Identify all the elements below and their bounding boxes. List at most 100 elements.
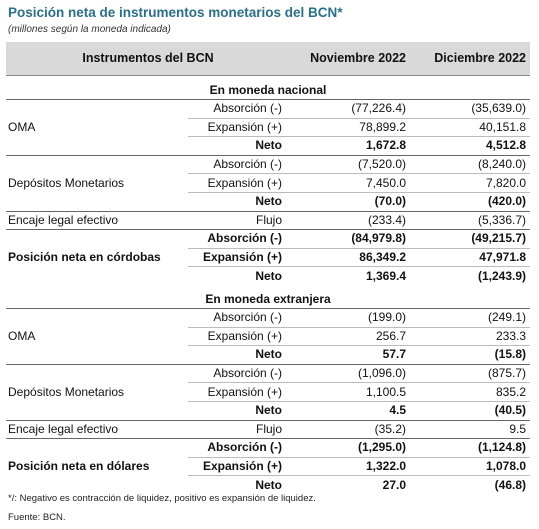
value-cell: 9.5: [410, 419, 531, 439]
value-cell: 256.7: [290, 326, 411, 346]
value-cell: 4,512.8: [410, 136, 531, 156]
value-cell: (1,243.9): [410, 266, 531, 285]
row-label: Expansión (+): [188, 326, 291, 346]
row-label: Expansión (+): [188, 247, 291, 267]
footnotes: */: Negativo es contracción de liquidez,…: [8, 489, 316, 527]
table-row: Neto 27.0 (46.8): [6, 475, 531, 494]
table-row: Neto (70.0) (420.0): [6, 191, 531, 212]
table: Instrumentos del BCN Noviembre 2022 Diciem…: [6, 42, 531, 494]
value-cell: 1,369.4: [290, 266, 411, 285]
subtitle: (millones según la moneda indicada): [8, 24, 171, 35]
group-label: Depósitos Monetarios: [6, 154, 188, 212]
value-cell: (70.0): [290, 191, 411, 212]
value-cell: 7,450.0: [290, 173, 411, 193]
table-body: Instrumentos del BCN Noviembre 2022 Diciem…: [6, 42, 531, 494]
table-row: OMA Absorción (-) (77,226.4) (35,639.0): [6, 99, 531, 134]
row-label: Absorción (-): [188, 307, 291, 328]
value-cell: (1,096.0): [290, 363, 411, 383]
group-label: Encaje legal efectivo: [6, 210, 188, 230]
value-cell: 27.0: [290, 475, 411, 494]
table-row: Depósitos Monetarios Absorción (-) (1,096.…: [6, 363, 531, 420]
section-row: En moneda nacional: [6, 75, 531, 100]
row-label: Expansión (+): [188, 382, 291, 402]
value-cell: 1,672.8: [290, 136, 411, 156]
table-row: Neto 1,369.4 (1,243.9): [6, 266, 531, 285]
value-cell: (77,226.4): [290, 99, 411, 119]
value-cell: (8,240.0): [410, 154, 531, 174]
section-row: En moneda extranjera: [6, 284, 531, 309]
table-row: Expansión (+) 78,899.2 40,151.8: [6, 117, 531, 137]
table-row: Posición neta en córdobas Absorción (-) (8…: [6, 229, 531, 285]
row-label: Flujo: [188, 210, 291, 230]
table-row: Neto 4.5 (40.5): [6, 400, 531, 420]
row-label: Absorción (-): [188, 154, 291, 174]
section-title: En moneda nacional: [6, 75, 531, 100]
table-row: Encaje legal efectivo Flujo (233.4) (5,336.…: [6, 210, 531, 230]
value-cell: (40.5): [410, 400, 531, 420]
value-cell: 40,151.8: [410, 117, 531, 137]
group-label: Encaje legal efectivo: [6, 419, 188, 439]
footnote: Fuente: BCN.: [8, 512, 66, 523]
value-cell: 4.5: [290, 400, 411, 420]
table-row: Expansión (+) 7,450.0 7,820.0: [6, 173, 531, 193]
row-label: Neto: [188, 191, 291, 212]
row-label: Expansión (+): [188, 456, 291, 476]
table-row: Expansión (+) 256.7 233.3: [6, 326, 531, 346]
section-title: En moneda extranjera: [6, 284, 531, 309]
value-cell: 7,820.0: [410, 173, 531, 193]
value-cell: (46.8): [410, 475, 531, 494]
table-row: Expansión (+) 1,322.0 1,078.0: [6, 456, 531, 476]
value-cell: 78,899.2: [290, 117, 411, 137]
value-cell: 1,322.0: [290, 456, 411, 476]
value-cell: (1,124.8): [410, 438, 531, 458]
table-row: Expansión (+) 1,100.5 835.2: [6, 382, 531, 402]
row-label: Neto: [188, 475, 291, 494]
value-cell: 1,078.0: [410, 456, 531, 476]
group-label: Posición neta en dólares: [6, 438, 188, 494]
value-cell: (199.0): [290, 307, 411, 328]
header-cell: Diciembre 2022: [410, 42, 531, 76]
value-cell: (35.2): [290, 419, 411, 439]
row-label: Flujo: [188, 419, 291, 439]
group-label: OMA: [8, 328, 36, 343]
value-cell: (1,295.0): [290, 438, 411, 458]
value-cell: 86,349.2: [290, 247, 411, 267]
value-cell: 835.2: [410, 382, 531, 402]
value-cell: 1,100.5: [290, 382, 411, 402]
row-label: Neto: [188, 345, 291, 365]
value-cell: (420.0): [410, 191, 531, 212]
value-cell: (35,639.0): [410, 99, 531, 119]
table-row: Expansión (+) 86,349.2 47,971.8: [6, 247, 531, 267]
row-label: Neto: [188, 136, 291, 156]
table-row: Depósitos Monetarios Absorción (-) (7,520.…: [6, 154, 531, 212]
value-cell: (5,336.7): [410, 210, 531, 230]
row-label: Neto: [188, 266, 291, 285]
row-label: Expansión (+): [188, 173, 291, 193]
footnote: */: Negativo es contracción de liquidez,…: [8, 493, 316, 504]
table-row: Neto 57.7 (15.8): [6, 345, 531, 365]
value-cell: (15.8): [410, 345, 531, 365]
header-cell: Instrumentos del BCN: [6, 42, 291, 76]
table-row: Posición neta en dólares Absorción (-) (1,…: [6, 438, 531, 494]
table-row: Neto 1,672.8 4,512.8: [6, 136, 531, 156]
value-cell: (49,215.7): [410, 229, 531, 249]
value-cell: (875.7): [410, 363, 531, 383]
value-cell: (7,520.0): [290, 154, 411, 174]
table-row: Encaje legal efectivo Flujo (35.2) 9.5: [6, 419, 531, 439]
header-row: Instrumentos del BCN Noviembre 2022 Diciem…: [6, 42, 531, 76]
row-label: Absorción (-): [188, 438, 291, 458]
group-label: OMA: [8, 119, 36, 134]
row-label: Absorción (-): [188, 99, 291, 119]
title: Posición neta de instrumentos monetarios…: [8, 5, 343, 20]
value-cell: 233.3: [410, 326, 531, 346]
row-label: Neto: [188, 400, 291, 420]
header-cell: Noviembre 2022: [290, 42, 411, 76]
row-label: Absorción (-): [188, 363, 291, 383]
row-label: Expansión (+): [188, 117, 291, 137]
value-cell: (84,979.8): [290, 229, 411, 249]
value-cell: 47,971.8: [410, 247, 531, 267]
value-cell: (249.1): [410, 307, 531, 328]
table-row: OMA Absorción (-) (199.0) (249.1): [6, 307, 531, 343]
value-cell: 57.7: [290, 345, 411, 365]
